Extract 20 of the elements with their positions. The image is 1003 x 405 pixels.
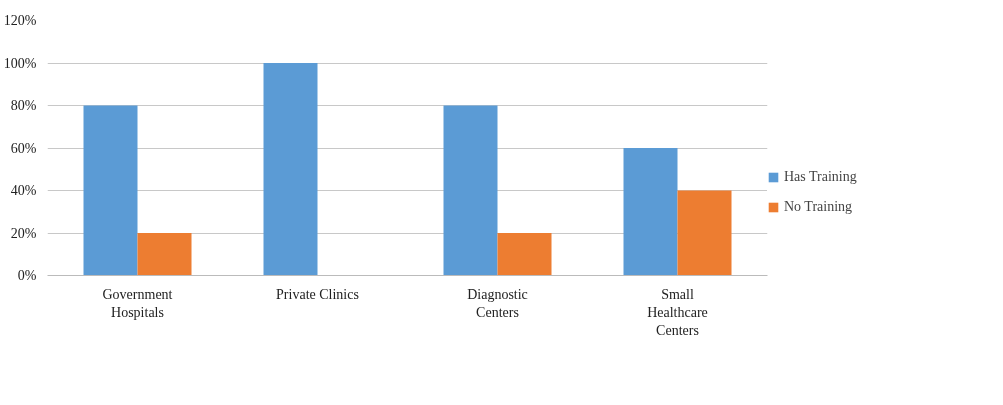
bar [83, 105, 138, 276]
y-tick-label: 100% [3, 55, 37, 71]
legend-label: Has Training [784, 169, 857, 185]
x-tick-label: Diagnostic Centers [467, 286, 528, 320]
y-tick-label: 40% [10, 183, 37, 198]
x-tick-label: Small Healthcare Centers [647, 286, 708, 338]
bar [263, 63, 318, 276]
y-tick-label: 0% [17, 268, 37, 283]
y-tick-label: 20% [10, 225, 37, 241]
y-tick-label: 120% [3, 13, 37, 28]
legend-label: No Training [784, 199, 853, 215]
bar [677, 190, 732, 276]
x-tick-label: Government Hospitals [102, 286, 173, 320]
y-tick-label: 80% [10, 98, 37, 113]
bar [497, 233, 552, 276]
x-tick-label: Private Clinics [276, 286, 359, 302]
bar [137, 233, 192, 276]
y-tick-label: 60% [10, 140, 37, 156]
bar [443, 105, 498, 276]
bar [623, 148, 678, 276]
